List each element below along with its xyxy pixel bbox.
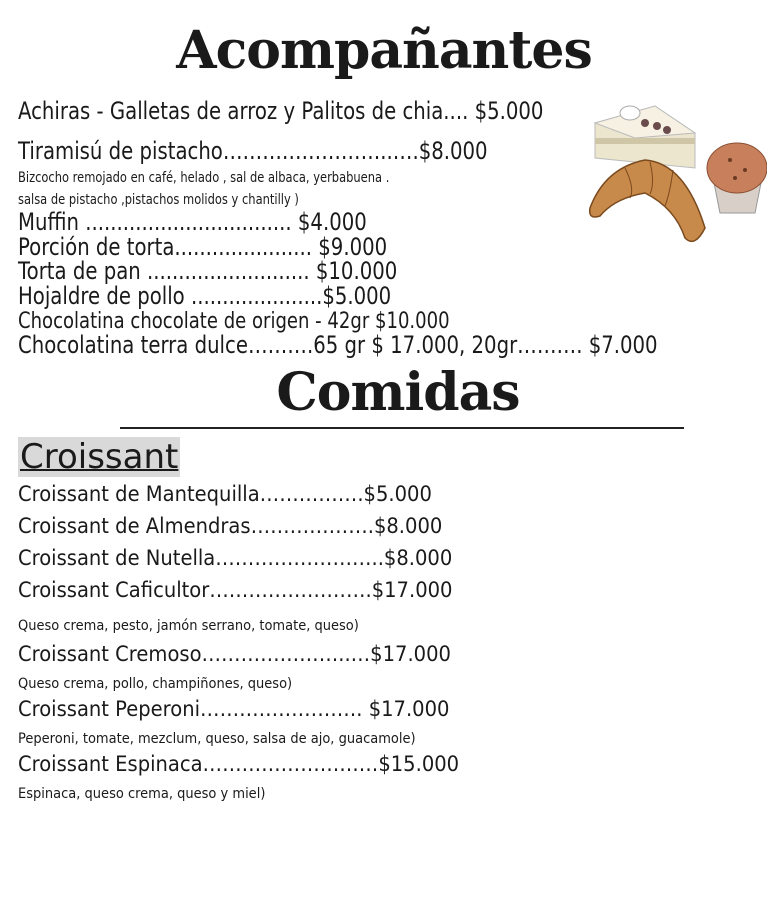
menu-item-description: Bizcocho remojado en café, helado , sal … (18, 170, 390, 186)
menu-item: Tiramisú de pistacho……………………..….$8.000 (18, 137, 488, 165)
menu-item-description: salsa de pistacho ,pistachos molidos y c… (18, 192, 299, 208)
menu-item: Croissant de Nutella……………………..$8.000 (18, 546, 453, 570)
menu-item: Croissant Caficultor…………………….$17.000 (18, 578, 453, 602)
croissant-icon (588, 159, 706, 243)
menu-item: Croissant Espinaca………………………$15.000 (18, 752, 460, 776)
menu-item-description: Queso crema, pollo, champiñones, queso) (18, 676, 293, 692)
section-title-acompanantes: Acompañantes (176, 20, 592, 81)
menu-item-description: Queso crema, pesto, jamón serrano, tomat… (18, 618, 359, 634)
menu-item: Hojaldre de pollo .....................$… (18, 282, 392, 310)
cake-slice-icon (593, 105, 697, 169)
pastries-illustration (588, 105, 767, 243)
muffin-icon (706, 142, 767, 214)
menu-item: Chocolatina chocolate de origen - 42gr $… (18, 309, 450, 334)
menu-item: Torta de pan .......................... … (18, 257, 398, 285)
menu-item: Croissant Cremoso…………………..…$17.000 (18, 642, 451, 666)
menu-item: Croissant de Almendras……………….$8.000 (18, 514, 443, 538)
menu-item: Muffin .................................… (18, 208, 367, 236)
subsection-title-croissant: Croissant (18, 437, 181, 477)
menu-item: Chocolatina terra dulce……….65 gr $ 17.00… (18, 331, 658, 359)
menu-item: Achiras - Galletas de arroz y Palitos de… (18, 97, 544, 125)
menu-item-description: Peperoni, tomate, mezclum, queso, salsa … (18, 731, 416, 747)
menu-item: Porción de torta...................... $… (18, 233, 388, 261)
section-title-comidas: Comidas (276, 362, 520, 423)
menu-item: Croissant de Mantequilla…………….$5.000 (18, 482, 432, 506)
menu-item: Croissant Peperoni……………………. $17.000 (18, 697, 450, 721)
section-divider (120, 427, 684, 429)
menu-item-description: Espinaca, queso crema, queso y miel) (18, 786, 266, 802)
